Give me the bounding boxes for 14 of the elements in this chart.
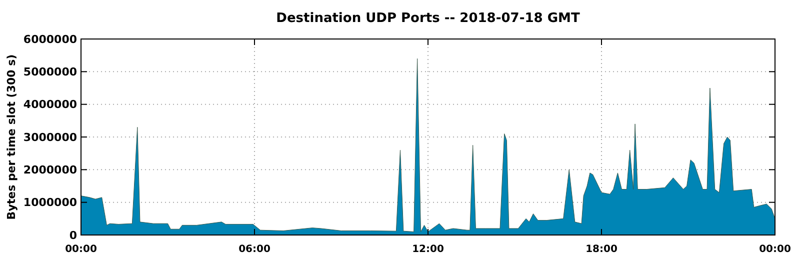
y-tick-label: 4000000 [23,98,78,112]
y-axis-title: Bytes per time slot (300 s) [5,54,18,220]
x-tick-label: 00:00 [759,244,791,255]
x-tick-label: 06:00 [238,244,270,255]
y-tick-label: 6000000 [23,32,78,46]
x-tick-label: 18:00 [586,244,618,255]
x-tick-label: 00:00 [65,244,97,255]
y-tick-label: 1000000 [23,196,78,210]
y-tick-label: 0 [69,228,78,242]
y-tick-label: 5000000 [23,66,78,79]
x-tick-label: 12:00 [412,244,444,255]
chart-title: Destination UDP Ports -- 2018-07-18 GMT [276,11,580,26]
y-tick-label: 3000000 [23,130,78,144]
y-tick-label: 2000000 [23,164,78,177]
